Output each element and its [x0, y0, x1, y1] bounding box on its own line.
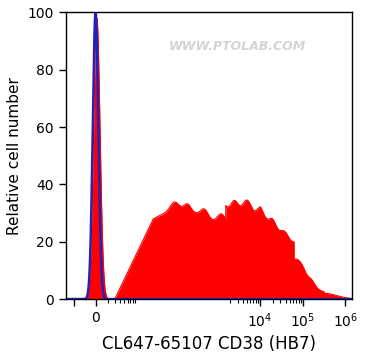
Y-axis label: Relative cell number: Relative cell number — [7, 77, 22, 235]
Text: WWW.PTOLAB.COM: WWW.PTOLAB.COM — [169, 40, 306, 53]
X-axis label: CL647-65107 CD38 (HB7): CL647-65107 CD38 (HB7) — [102, 335, 316, 353]
